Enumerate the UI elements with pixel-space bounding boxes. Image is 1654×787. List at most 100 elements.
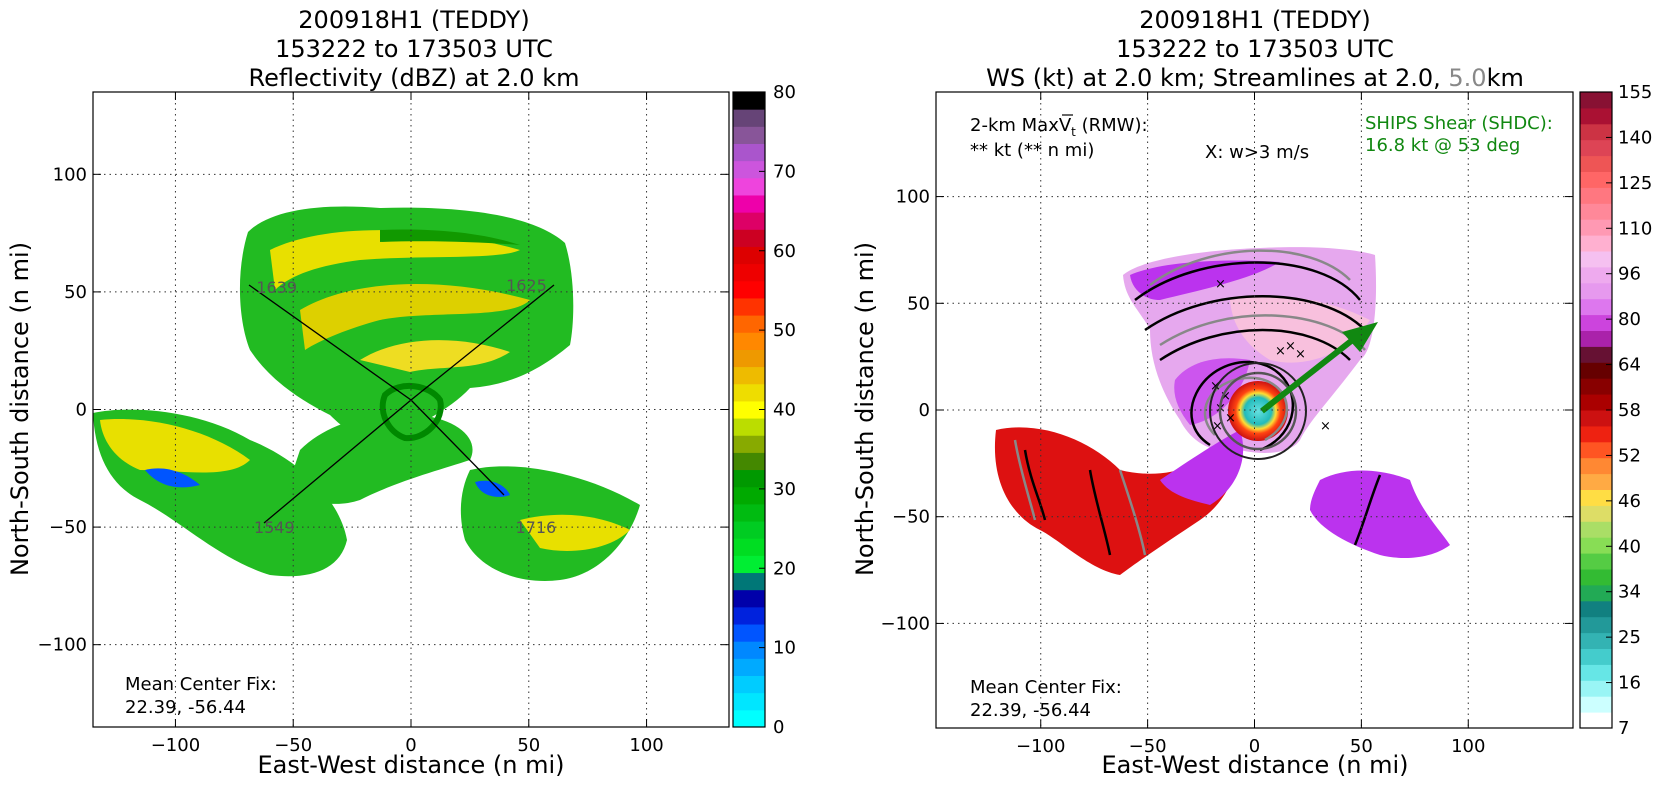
colorbar-segment — [733, 486, 765, 505]
right-w-note: X: w>3 m/s — [1205, 142, 1309, 163]
left-grid — [93, 92, 729, 727]
colorbar-segment — [733, 143, 765, 162]
left-refl-mid-band — [290, 413, 473, 504]
colorbar-segment — [1580, 282, 1612, 300]
colorbar-tick-label: 125 — [1618, 173, 1652, 194]
x-tick-label: 50 — [1350, 736, 1373, 757]
right-title-line-1: 200918H1 (TEDDY) — [1139, 6, 1370, 34]
max-wind-label: 2-km MaxV — [970, 115, 1072, 136]
colorbar-segment — [733, 709, 765, 728]
updraft-marker: × — [1210, 379, 1221, 394]
colorbar-segment — [733, 624, 765, 642]
right-title-line-3: WS (kt) at 2.0 km; Streamlines at 2.0, 5… — [986, 64, 1524, 92]
colorbar-tick-label: 30 — [773, 479, 796, 500]
left-flight-track-labels: 1625 1639 1549 1716 — [254, 276, 556, 537]
colorbar-tick-label: 10 — [773, 638, 796, 659]
colorbar-segment — [1580, 537, 1612, 554]
colorbar-tick-label: 50 — [773, 320, 796, 341]
colorbar-segment — [733, 452, 765, 471]
colorbar-segment — [733, 641, 765, 659]
right-ws-west-purple — [1160, 430, 1244, 505]
x-tick-label: −50 — [274, 735, 312, 756]
left-colorbar: 0 10 20 30 40 50 60 70 80 — [732, 82, 796, 738]
colorbar-segment — [733, 692, 765, 711]
right-colorbar: 7 16 25 34 40 46 52 58 64 80 96 110 125 140 155 — [1579, 82, 1652, 739]
left-plot-area: 1625 1639 1549 1716 −100 −50 0 50 100 −100 −50 0 50… — [38, 91, 730, 756]
colorbar-tick-label: 140 — [1618, 127, 1652, 148]
colorbar-segment — [1580, 712, 1612, 729]
left-center-fix-line-1: Mean Center Fix: — [125, 674, 277, 695]
colorbar-segment — [733, 555, 765, 574]
updraft-marker: × — [1215, 277, 1226, 292]
left-refl-north-yellow-3 — [360, 340, 510, 372]
right-ylabel: North-South distance (n mi) — [851, 242, 879, 576]
colorbar-segment — [1580, 314, 1612, 331]
right-ws-purple-band — [1174, 358, 1250, 425]
colorbar-segment — [1580, 521, 1612, 538]
flight-track-time-label: 1625 — [506, 276, 547, 295]
left-refl-north-dark — [380, 229, 520, 245]
colorbar-segment — [1580, 648, 1612, 665]
right-ws-eye — [1228, 381, 1288, 441]
updraft-marker: × — [1225, 411, 1236, 426]
colorbar-segment — [1580, 92, 1612, 109]
colorbar-segment — [733, 366, 765, 385]
updraft-marker: × — [1285, 339, 1296, 354]
colorbar-segment — [1580, 664, 1612, 681]
left-refl-southeast-yellow — [520, 514, 630, 551]
left-reflectivity-field — [93, 206, 640, 581]
colorbar-segment — [733, 675, 765, 694]
right-shear-line-2: 16.8 kt @ 53 deg — [1365, 135, 1520, 156]
colorbar-segment — [1580, 139, 1612, 157]
y-tick-label: 0 — [76, 400, 87, 421]
colorbar-segment — [1580, 330, 1612, 347]
colorbar-segment — [733, 297, 765, 316]
flight-track-time-label: 1716 — [515, 518, 556, 537]
colorbar-segment — [733, 229, 765, 247]
colorbar-tick-label: 0 — [773, 717, 784, 738]
max-wind-subscript: t — [1071, 125, 1076, 139]
colorbar-tick-label: 110 — [1618, 218, 1652, 239]
right-ws-north-pink — [1230, 296, 1370, 363]
flight-track-time-label: 1639 — [256, 278, 297, 297]
right-shear-line-1: SHIPS Shear (SHDC): — [1365, 113, 1553, 134]
colorbar-segment — [733, 503, 765, 522]
right-grid — [936, 92, 1573, 728]
x-tick-label: 100 — [629, 735, 663, 756]
colorbar-segment — [1580, 616, 1612, 634]
colorbar-segment — [733, 521, 765, 539]
colorbar-segment — [1580, 696, 1612, 713]
x-tick-label: −100 — [151, 735, 200, 756]
left-axis-ticks: −100 −50 0 50 100 −100 −50 0 50 100 — [38, 92, 729, 756]
colorbar-tick-label: 80 — [1618, 309, 1641, 330]
colorbar-segment — [1580, 251, 1612, 268]
right-rmw-circle — [1218, 371, 1298, 451]
colorbar-segment — [733, 400, 765, 419]
x-tick-label: 100 — [1451, 736, 1485, 757]
left-refl-eye-ring — [379, 382, 444, 442]
colorbar-segment — [1580, 235, 1612, 252]
right-max-wind-line-2: ** kt (** n mi) — [970, 140, 1094, 161]
right-rmw-circle-outer — [1209, 362, 1307, 460]
shear-arrow-head — [1342, 322, 1378, 352]
y-tick-label: 50 — [907, 293, 930, 314]
left-refl-west-blue — [145, 468, 200, 488]
colorbar-tick-label: 20 — [773, 558, 796, 579]
colorbar-segment — [733, 212, 765, 230]
colorbar-segment — [1580, 378, 1612, 395]
colorbar-segment — [1580, 203, 1612, 220]
colorbar-segment — [733, 263, 765, 282]
colorbar-tick-label: 52 — [1618, 445, 1641, 466]
colorbar-segment — [1580, 346, 1612, 363]
shear-arrow-shaft — [1260, 335, 1357, 414]
colorbar-tick-label: 16 — [1618, 673, 1641, 694]
colorbar-tick-label: 70 — [773, 161, 796, 182]
streamline-black-5 — [1023, 449, 1047, 521]
streamline-black-1 — [1134, 261, 1361, 301]
x-tick-label: 0 — [1249, 736, 1260, 757]
streamline-black-3 — [1159, 328, 1351, 362]
colorbar-segment — [1580, 553, 1612, 570]
right-title-line-3-part-1: WS (kt) at 2.0 km; Streamlines at 2.0, — [986, 64, 1448, 92]
colorbar-segment — [733, 280, 765, 299]
updraft-marker: × — [1220, 389, 1231, 404]
